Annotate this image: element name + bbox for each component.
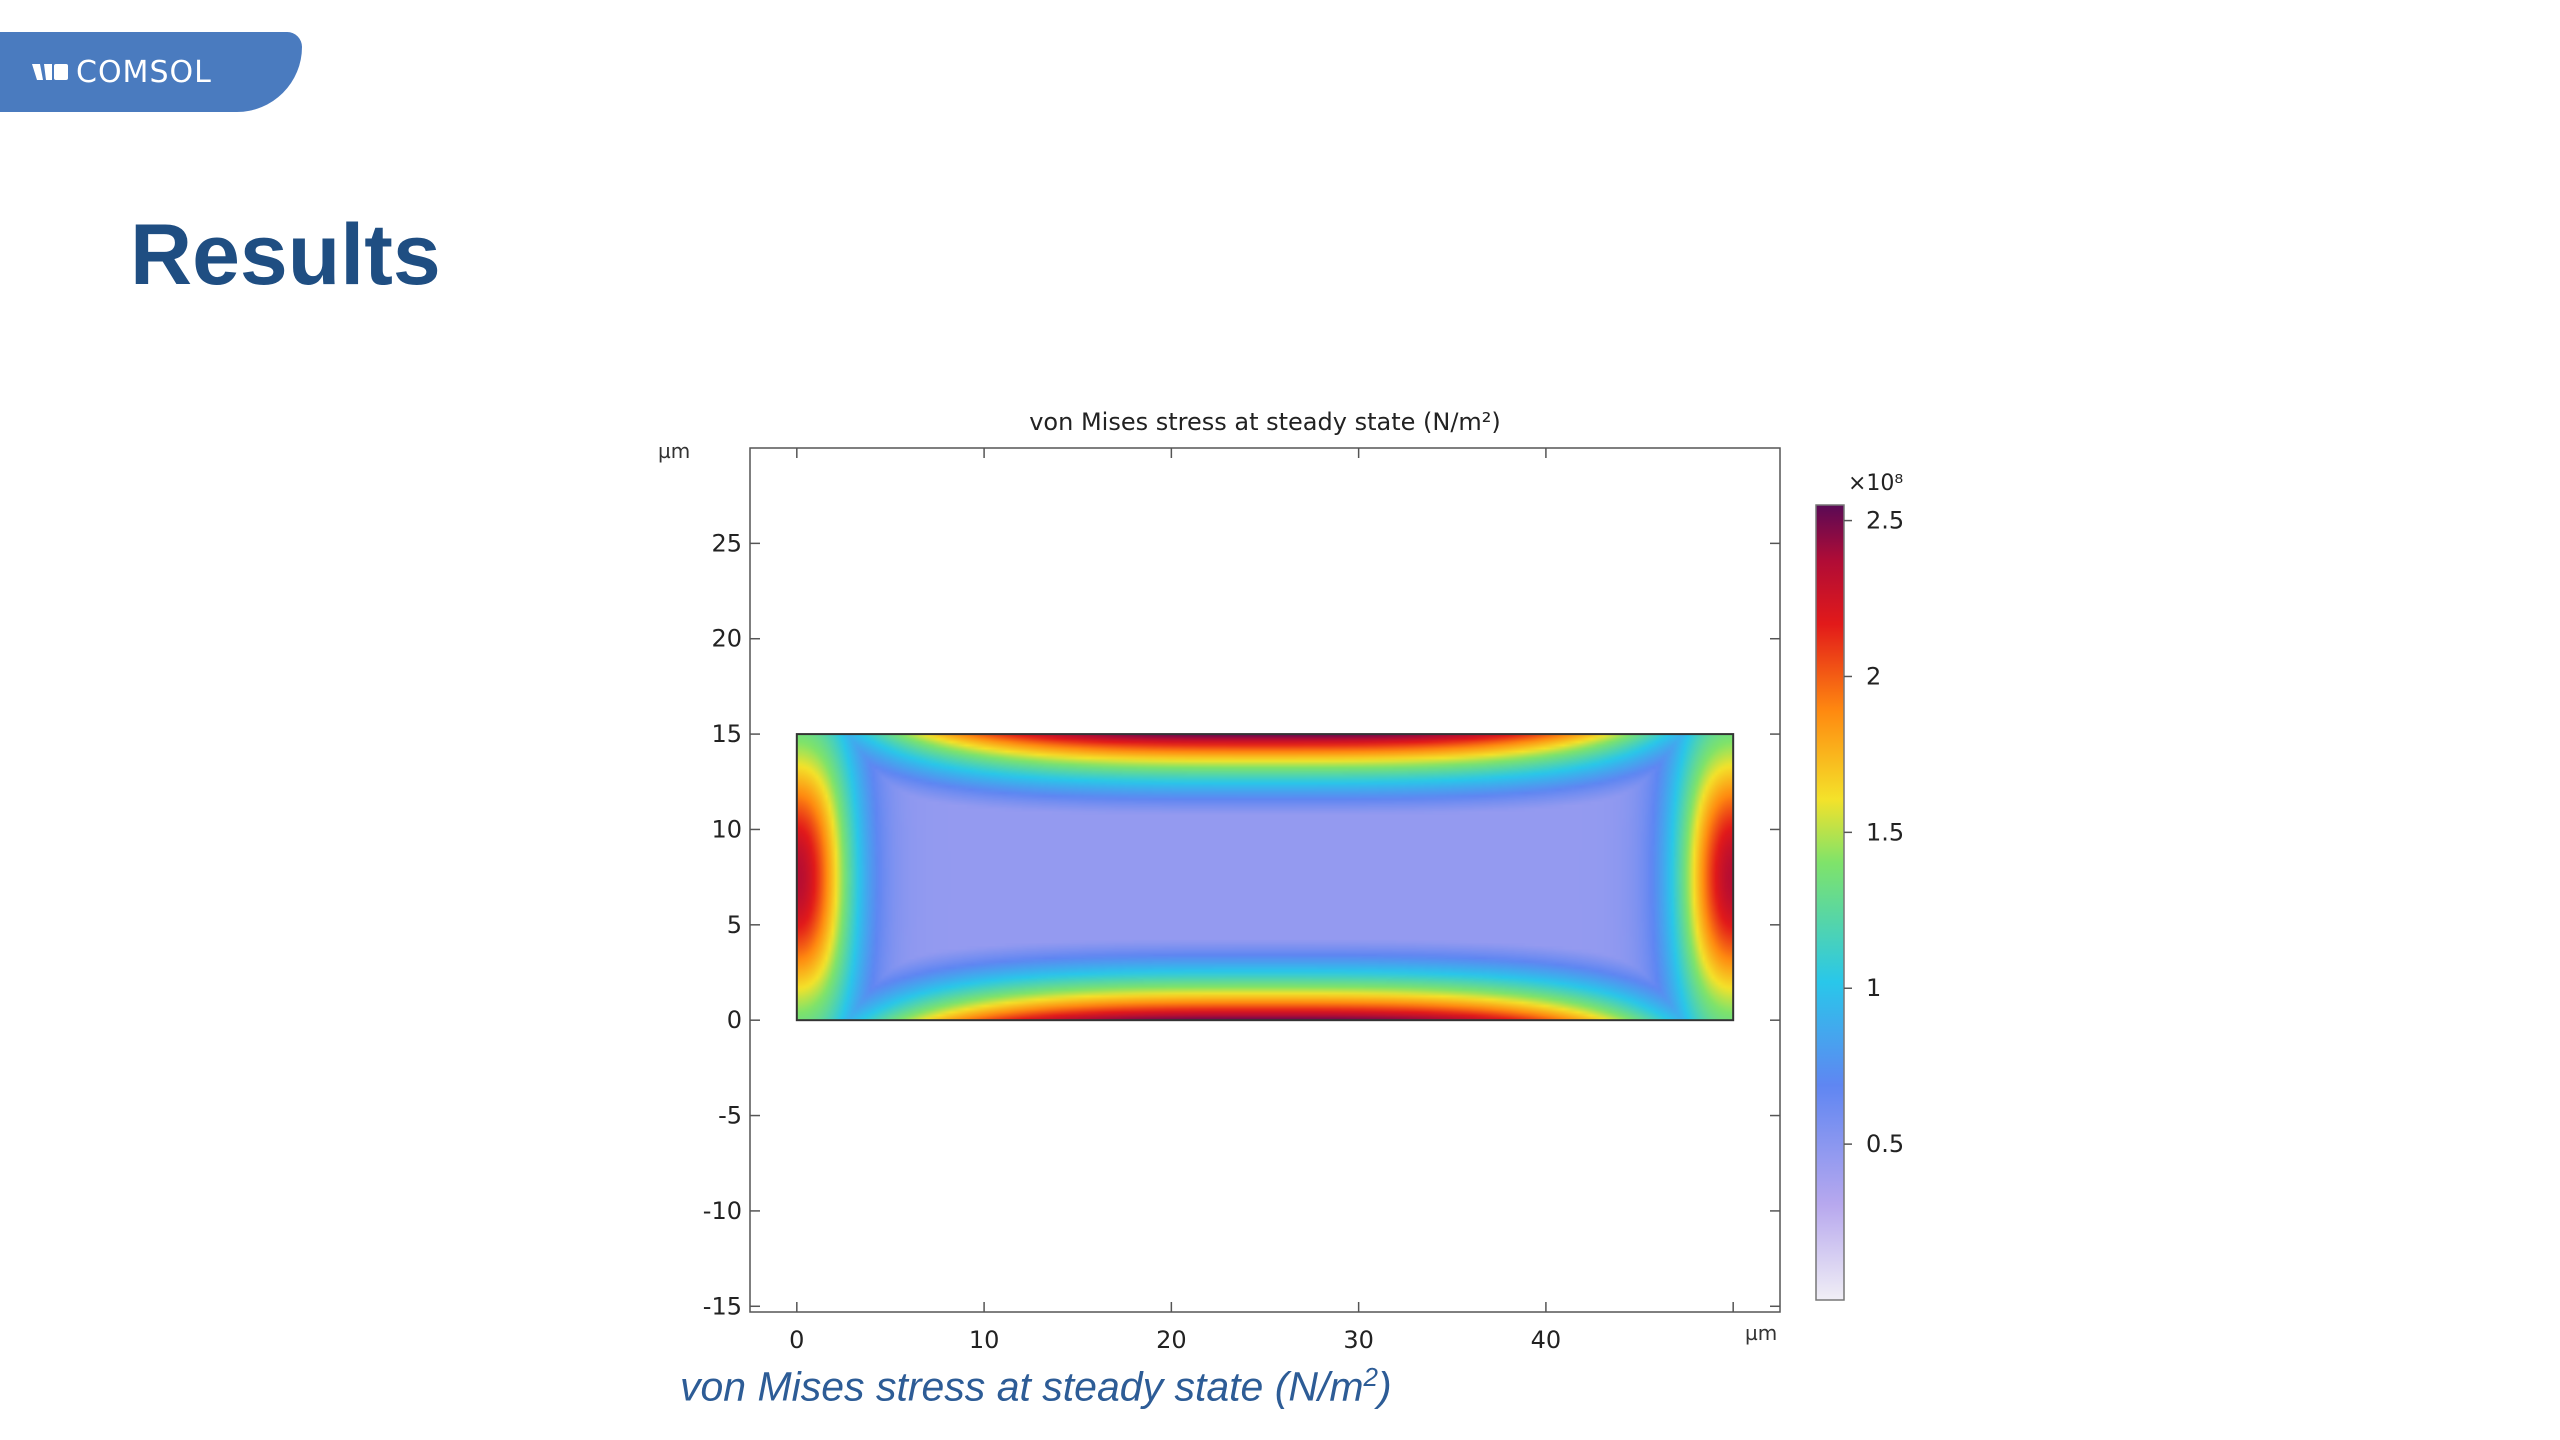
x-tick-label: 20 bbox=[1156, 1326, 1187, 1354]
x-tick-label: 10 bbox=[969, 1326, 1000, 1354]
y-tick-label: -10 bbox=[703, 1197, 742, 1225]
caption-text: von Mises stress at steady state (N/m bbox=[680, 1363, 1364, 1410]
comsol-logo-icon bbox=[32, 64, 68, 80]
x-tick-label: 30 bbox=[1343, 1326, 1374, 1354]
comsol-logo-text: COMSOL bbox=[76, 54, 212, 90]
colorbar: ×10⁸ 2.5 2 1.5 1 0.5 bbox=[1815, 471, 1904, 1301]
chart-title: von Mises stress at steady state (N/m²) bbox=[1029, 408, 1501, 436]
colorbar-tick-label: 2.5 bbox=[1866, 507, 1904, 535]
axes: 0 10 20 30 40 25 20 15 10 5 0 -5 -10 -15 bbox=[703, 447, 1781, 1354]
plot-frame bbox=[749, 447, 1781, 1313]
y-axis-unit: µm bbox=[658, 439, 690, 463]
comsol-logo: COMSOL bbox=[0, 32, 302, 112]
caption-superscript: 2 bbox=[1363, 1362, 1379, 1392]
colorbar-tick-label: 2 bbox=[1866, 662, 1881, 690]
colorbar-tick-label: 1.5 bbox=[1866, 818, 1904, 846]
y-tick-label: -15 bbox=[703, 1292, 742, 1320]
y-tick-label: 25 bbox=[711, 529, 742, 557]
caption-close: ) bbox=[1378, 1363, 1392, 1410]
colorbar-gradient bbox=[1815, 504, 1845, 1301]
y-tick-label: 0 bbox=[727, 1006, 742, 1034]
y-tick-label: 10 bbox=[711, 815, 742, 843]
x-tick-label: 40 bbox=[1531, 1326, 1562, 1354]
colorbar-multiplier: ×10⁸ bbox=[1848, 471, 1903, 496]
figure-caption: von Mises stress at steady state (N/m2) bbox=[680, 1362, 1392, 1411]
stress-field bbox=[796, 734, 1734, 1021]
y-tick-label: 20 bbox=[711, 625, 742, 653]
y-tick-label: -5 bbox=[718, 1102, 742, 1130]
page-title: Results bbox=[130, 207, 441, 303]
colorbar-tick-label: 1 bbox=[1866, 974, 1881, 1002]
y-tick-label: 15 bbox=[711, 720, 742, 748]
x-axis-unit: µm bbox=[1745, 1321, 1777, 1345]
colorbar-tick-label: 0.5 bbox=[1866, 1130, 1904, 1158]
y-tick-label: 5 bbox=[727, 911, 742, 939]
domain-outline bbox=[795, 733, 1735, 1022]
x-tick-label: 0 bbox=[789, 1326, 804, 1354]
